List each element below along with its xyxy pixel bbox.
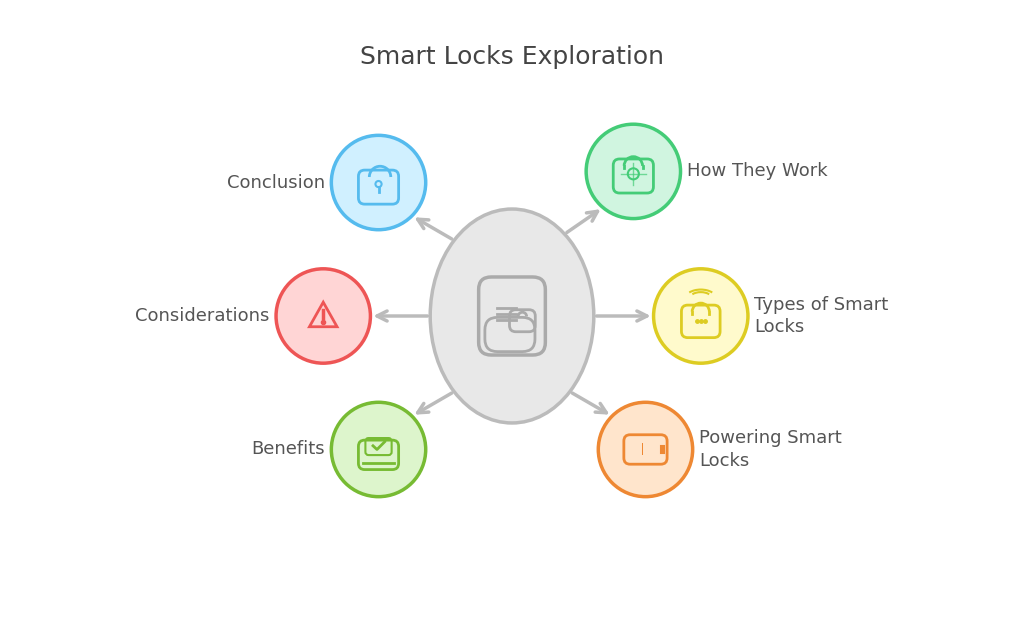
Circle shape bbox=[653, 269, 748, 363]
Circle shape bbox=[276, 269, 371, 363]
Circle shape bbox=[332, 403, 426, 497]
Circle shape bbox=[598, 403, 692, 497]
FancyArrowPatch shape bbox=[418, 219, 452, 239]
Text: Powering Smart
Locks: Powering Smart Locks bbox=[699, 429, 842, 470]
Text: Considerations: Considerations bbox=[135, 307, 269, 325]
Circle shape bbox=[332, 135, 426, 229]
FancyArrowPatch shape bbox=[572, 393, 606, 413]
FancyArrowPatch shape bbox=[418, 393, 452, 413]
Circle shape bbox=[586, 125, 681, 219]
Text: Conclusion: Conclusion bbox=[227, 174, 325, 191]
Text: How They Work: How They Work bbox=[687, 162, 827, 180]
FancyArrowPatch shape bbox=[377, 311, 427, 321]
Text: Benefits: Benefits bbox=[252, 441, 325, 458]
FancyArrowPatch shape bbox=[567, 211, 598, 233]
Ellipse shape bbox=[430, 209, 594, 423]
Bar bbox=[660, 446, 664, 453]
Text: Types of Smart
Locks: Types of Smart Locks bbox=[755, 296, 889, 336]
Text: Smart Locks Exploration: Smart Locks Exploration bbox=[360, 46, 664, 70]
FancyArrowPatch shape bbox=[597, 311, 647, 321]
